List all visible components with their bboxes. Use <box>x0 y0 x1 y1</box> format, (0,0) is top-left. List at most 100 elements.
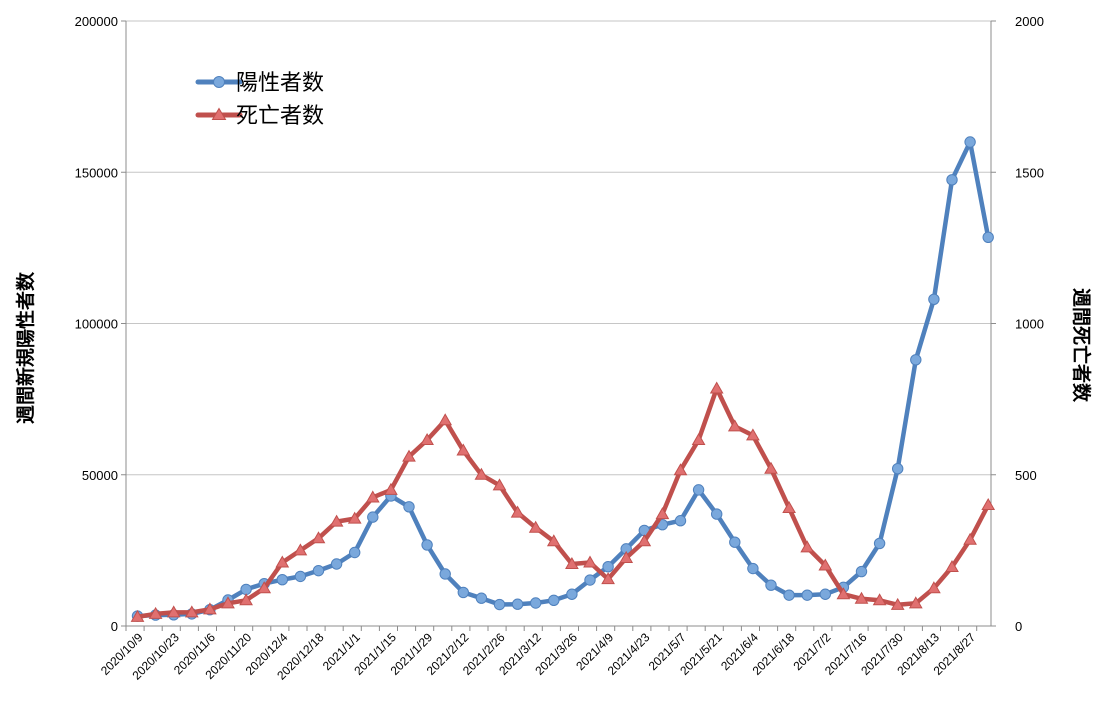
positive-point <box>530 597 542 609</box>
deaths-point <box>474 467 489 480</box>
positive-point <box>711 508 723 520</box>
deaths-point <box>746 428 760 441</box>
positive-point <box>819 588 831 600</box>
deaths-point <box>908 596 923 609</box>
y-right-tick-label: 1500 <box>1015 165 1044 180</box>
deaths-point <box>818 558 833 571</box>
deaths-point <box>148 606 163 619</box>
deaths-point <box>420 432 434 445</box>
deaths-point <box>510 505 525 518</box>
positive-point <box>692 484 705 496</box>
positive-point <box>312 564 325 577</box>
deaths-point <box>854 591 869 604</box>
deaths-point <box>329 514 344 527</box>
positive-point <box>349 546 361 559</box>
deaths-point <box>402 449 416 462</box>
legend: 陽性者数 死亡者数 <box>195 71 324 129</box>
deaths-point <box>347 511 362 524</box>
deaths-point <box>601 572 615 585</box>
legend-label-positive: 陽性者数 <box>236 71 324 96</box>
deaths-point <box>727 419 742 432</box>
deaths-point <box>800 540 815 553</box>
positive-point <box>367 511 379 523</box>
deaths-point <box>311 531 326 544</box>
deaths-point <box>166 605 181 618</box>
axes <box>121 20 996 631</box>
y-left-axis-title: 週間新規陽性者数 <box>14 271 37 424</box>
y-right-tick-label: 1000 <box>1015 317 1044 332</box>
y-right-axis-title: 週間死亡者数 <box>1070 288 1093 403</box>
positive-point <box>276 574 288 586</box>
series-layer <box>130 136 996 622</box>
deaths-point <box>184 605 199 618</box>
y-right-tick-label: 500 <box>1015 468 1037 483</box>
deaths-point <box>456 443 471 456</box>
deaths-point <box>890 597 905 610</box>
legend-entry-positive: 陽性者数 <box>195 71 324 96</box>
positive-point <box>457 586 469 599</box>
positive-point <box>566 588 578 600</box>
positive-point <box>475 592 488 604</box>
positive-point <box>928 293 940 305</box>
y-left-tick-label: 100000 <box>75 317 118 332</box>
deaths-point <box>691 432 706 445</box>
legend-label-deaths: 死亡者数 <box>236 104 324 129</box>
deaths-point <box>836 587 851 600</box>
positive-point <box>946 174 958 186</box>
deaths-point <box>257 581 272 594</box>
deaths-point <box>963 532 977 545</box>
deaths-point <box>565 556 579 569</box>
positive-point <box>330 558 343 570</box>
deaths-point <box>945 560 959 573</box>
deaths-point <box>673 463 688 476</box>
positive-point <box>747 562 759 575</box>
deaths-point <box>981 497 996 510</box>
positive-point <box>910 354 922 366</box>
series-positive <box>131 136 994 622</box>
deaths-point <box>130 609 145 622</box>
positive-point <box>602 561 614 573</box>
deaths-point <box>764 461 778 474</box>
deaths-point <box>927 581 941 594</box>
positive-point <box>421 539 433 551</box>
positive-point <box>548 594 560 606</box>
positive-point <box>403 501 415 513</box>
deaths-point <box>583 555 597 568</box>
positive-point <box>873 537 886 550</box>
x-axis-ticks: 2020/10/92020/10/232020/11/62020/11/2020… <box>98 630 978 683</box>
positive-point <box>240 583 252 596</box>
gridlines <box>126 20 991 476</box>
deaths-point <box>203 602 217 615</box>
positive-point <box>584 574 596 586</box>
right-axis-ticks: 0 500 1000 1500 2000 <box>1015 14 1044 634</box>
y-right-tick-label: 2000 <box>1015 14 1044 29</box>
positive-point <box>982 231 994 243</box>
deaths-point <box>619 550 634 563</box>
y-left-tick-label: 0 <box>111 619 118 634</box>
positive-point <box>674 515 687 527</box>
positive-line <box>135 139 991 619</box>
positive-point <box>855 565 868 578</box>
positive-point <box>493 598 506 611</box>
y-left-tick-label: 150000 <box>75 165 118 180</box>
deaths-point <box>637 534 652 547</box>
y-left-tick-label: 200000 <box>75 14 118 29</box>
positive-point <box>294 570 307 583</box>
y-right-tick-label: 0 <box>1015 619 1022 634</box>
series-deaths <box>130 381 996 622</box>
positive-point <box>729 536 741 548</box>
deaths-point <box>872 593 887 606</box>
deaths-point <box>492 478 507 491</box>
legend-entry-deaths: 死亡者数 <box>195 104 324 129</box>
deaths-point <box>221 596 235 609</box>
deaths-point <box>438 413 453 426</box>
deaths-point <box>365 490 380 503</box>
deaths-point <box>528 520 543 533</box>
deaths-point <box>239 593 253 606</box>
deaths-point <box>655 507 670 520</box>
deaths-point <box>275 555 290 568</box>
positive-point <box>439 568 451 580</box>
deaths-point <box>782 501 796 514</box>
y-left-tick-label: 50000 <box>82 468 118 483</box>
